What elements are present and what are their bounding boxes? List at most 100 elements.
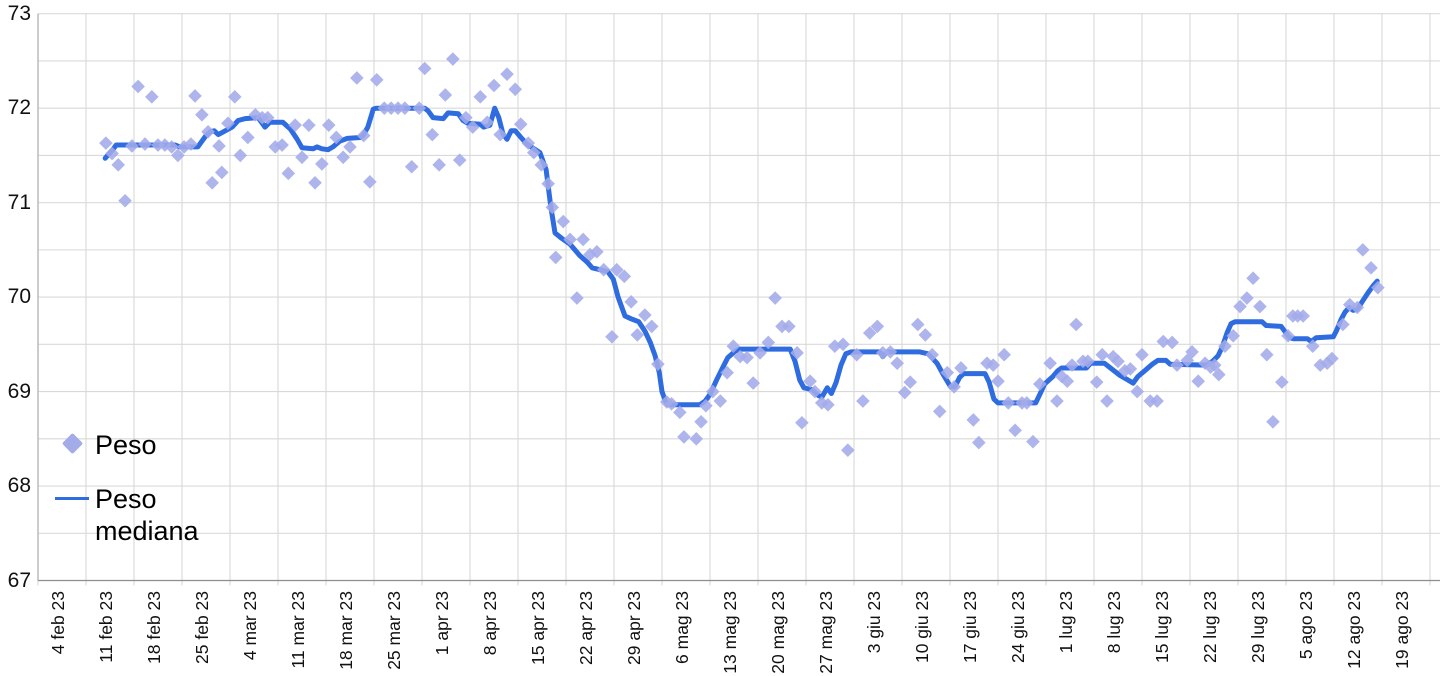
scatter-point bbox=[145, 90, 159, 104]
scatter-point bbox=[1001, 396, 1016, 410]
x-tick-label: 8 lug 23 bbox=[1104, 591, 1124, 654]
scatter-point bbox=[925, 347, 939, 362]
x-tick-label: 1 lug 23 bbox=[1056, 591, 1076, 654]
scatter-point bbox=[188, 89, 202, 103]
scatter-point bbox=[1060, 374, 1075, 388]
scatter-point bbox=[1281, 329, 1295, 343]
scatter-point bbox=[1050, 394, 1064, 408]
scatter-point bbox=[356, 128, 371, 143]
y-tick-label: 72 bbox=[7, 96, 31, 120]
scatter-point bbox=[295, 150, 309, 165]
scatter-point bbox=[795, 415, 809, 430]
scatter-point bbox=[720, 365, 734, 380]
scatter-point bbox=[151, 138, 165, 152]
scatter-point bbox=[1150, 394, 1164, 408]
scatter-point bbox=[897, 385, 912, 400]
scatter-point bbox=[849, 347, 864, 362]
x-tick-label: 5 ago 23 bbox=[1296, 591, 1316, 660]
line-marker-icon bbox=[55, 497, 89, 500]
scatter-point bbox=[583, 247, 597, 262]
scatter-point bbox=[384, 101, 398, 115]
scatter-point bbox=[288, 118, 302, 132]
scatter-point bbox=[432, 158, 446, 172]
scatter-point bbox=[545, 200, 560, 215]
scatter-point bbox=[576, 232, 590, 247]
scatter-point bbox=[768, 291, 782, 305]
x-tick-label: 22 apr 23 bbox=[576, 591, 596, 665]
y-tick-label: 67 bbox=[7, 568, 31, 592]
scatter-point bbox=[673, 405, 687, 420]
scatter-point bbox=[590, 244, 604, 259]
x-tick-label: 29 lug 23 bbox=[1248, 591, 1268, 664]
scatter-point bbox=[1226, 329, 1240, 343]
x-tick-label: 24 giu 23 bbox=[1008, 591, 1028, 664]
scatter-point bbox=[1111, 354, 1125, 369]
scatter-point bbox=[596, 262, 611, 277]
scatter-point bbox=[1356, 243, 1370, 257]
scatter-point bbox=[841, 443, 855, 457]
scatter-point bbox=[412, 101, 427, 115]
scatter-point bbox=[677, 430, 691, 444]
scatter-point bbox=[1212, 367, 1226, 382]
scatter-point bbox=[275, 138, 289, 152]
scatter-point bbox=[775, 319, 789, 334]
scatter-point bbox=[131, 79, 145, 94]
scatter-point bbox=[1170, 358, 1184, 372]
scatter-point bbox=[138, 137, 152, 151]
scatter-point bbox=[1266, 415, 1280, 429]
scatter-point bbox=[1135, 347, 1149, 362]
scatter-point bbox=[350, 71, 364, 85]
scatter-point bbox=[940, 365, 955, 380]
scatter-point bbox=[526, 145, 541, 160]
scatter-point bbox=[966, 413, 981, 427]
x-tick-label: 11 mar 23 bbox=[288, 591, 308, 669]
scatter-point bbox=[910, 317, 925, 332]
scatter-point bbox=[321, 118, 336, 132]
scatter-point bbox=[1069, 317, 1083, 332]
scatter-point bbox=[947, 380, 961, 394]
x-tick-label: 20 mag 23 bbox=[768, 591, 788, 674]
scatter-point bbox=[363, 175, 377, 189]
scatter-point bbox=[329, 130, 344, 145]
scatter-point bbox=[713, 394, 728, 408]
scatter-point bbox=[377, 101, 392, 115]
scatter-point bbox=[480, 115, 494, 130]
scatter-point bbox=[212, 139, 226, 153]
scatter-point bbox=[534, 158, 549, 172]
scatter-point bbox=[521, 136, 536, 150]
scatter-point bbox=[1371, 280, 1385, 295]
scatter-point bbox=[548, 250, 563, 265]
x-tick-label: 19 ago 23 bbox=[1392, 591, 1412, 669]
scatter-point bbox=[195, 107, 209, 122]
scatter-point bbox=[1207, 358, 1222, 372]
scatter-point bbox=[821, 398, 835, 412]
scatter-point bbox=[556, 214, 571, 229]
x-tick-label: 12 ago 23 bbox=[1344, 591, 1364, 669]
scatter-point bbox=[1089, 375, 1104, 389]
x-tick-label: 17 giu 23 bbox=[960, 591, 980, 664]
scatter-point bbox=[1246, 271, 1260, 286]
scatter-point bbox=[177, 140, 191, 154]
legend-label-peso-mediana: Peso mediana bbox=[95, 484, 199, 546]
scatter-point bbox=[404, 159, 419, 174]
scatter-point bbox=[184, 137, 198, 151]
scatter-point bbox=[1305, 339, 1320, 354]
scatter-point bbox=[705, 384, 720, 399]
scatter-point bbox=[753, 346, 767, 360]
x-tick-label: 4 mar 23 bbox=[240, 591, 260, 661]
scatter-point bbox=[918, 328, 933, 342]
scatter-point bbox=[308, 176, 322, 190]
scatter-point bbox=[932, 404, 947, 419]
x-tick-label: 15 lug 23 bbox=[1152, 591, 1172, 664]
scatter-point bbox=[425, 127, 440, 142]
scatter-point bbox=[972, 435, 986, 450]
scatter-point bbox=[500, 67, 514, 81]
x-tick-label: 11 feb 23 bbox=[96, 591, 116, 663]
y-tick-label: 70 bbox=[7, 285, 31, 309]
scatter-point bbox=[761, 335, 776, 350]
scatter-point bbox=[1191, 374, 1206, 388]
scatter-point bbox=[694, 415, 708, 429]
scatter-point bbox=[1253, 299, 1267, 314]
